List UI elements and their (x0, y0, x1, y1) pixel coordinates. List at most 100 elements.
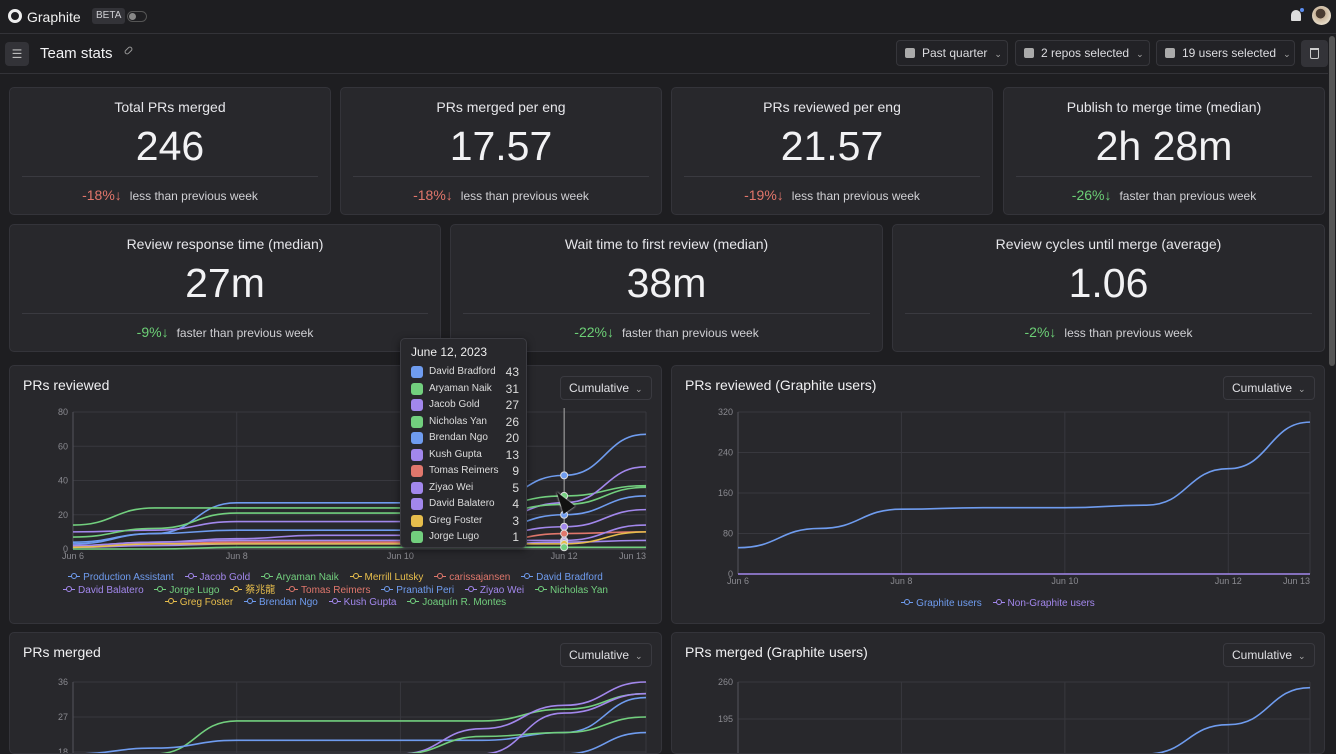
prs-merged-chart[interactable]: 18 27 36 (10, 633, 662, 754)
tooltip-value: 26 (505, 414, 519, 429)
legend-item[interactable]: Aryaman Naik (260, 572, 339, 585)
y-tick-label: 40 (58, 476, 68, 486)
tooltip-value: 5 (512, 480, 519, 495)
tooltip-value: 20 (505, 431, 519, 445)
cumulative-select[interactable]: Cumulative ⌄ (1223, 376, 1315, 400)
tooltip-row: Jorge Lugo 1 (411, 529, 519, 545)
legend-marker-icon (434, 573, 447, 580)
legend-label: Ziyao Wei (479, 584, 525, 596)
repo-icon (1024, 48, 1034, 58)
repos-select[interactable]: 2 repos selected ⌄ (1015, 40, 1150, 66)
delete-button[interactable] (1301, 40, 1328, 67)
x-tick-label: Jun 8 (890, 576, 912, 586)
stat-note: faster than previous week (176, 326, 314, 340)
series-line (72, 531, 647, 549)
series-line (72, 484, 647, 526)
color-swatch (411, 382, 423, 395)
beta-toggle[interactable] (127, 11, 147, 22)
legend-item[interactable]: Joaquín R. Montes (407, 597, 506, 610)
series-line (484, 692, 647, 753)
tooltip-value: 27 (505, 398, 519, 412)
bell-icon[interactable] (1291, 8, 1304, 21)
link-icon[interactable] (123, 45, 134, 56)
legend-item[interactable]: Kush Gupta (328, 597, 396, 610)
prs-reviewed-graphite-chart[interactable]: 0 80 160 240 320 Jun 6 Jun 8 Jun 10 Jun 12 Jun 13 (672, 366, 1325, 624)
x-tick-label: Jun 10 (1051, 576, 1078, 586)
users-label: 19 users selected (1182, 46, 1277, 60)
legend-marker-icon (534, 585, 547, 593)
legend-label: Jorge Lugo (169, 584, 220, 596)
menu-button[interactable]: ☰ (5, 42, 29, 66)
x-tick-label: Jun 8 (226, 551, 248, 561)
hover-point (560, 543, 569, 552)
legend-item[interactable]: Graphite users (901, 598, 982, 611)
notification-dot (1300, 8, 1304, 12)
legend-label: Graphite users (916, 598, 982, 609)
y-tick-label: 0 (728, 569, 733, 579)
legend-item[interactable]: 蔡兆龍 (230, 585, 275, 598)
mode-label: Cumulative (1232, 381, 1293, 395)
graphite-logo-icon (8, 9, 22, 23)
tooltip-name: Brendan Ngo (429, 432, 488, 443)
tooltip-name: Tomas Reimers (429, 465, 499, 476)
scrollbar-thumb[interactable] (1329, 36, 1335, 366)
legend-marker-icon (328, 598, 341, 605)
divider (353, 176, 649, 177)
stat-card: Review cycles until merge (average) 1.06… (892, 224, 1325, 352)
legend-label: Production Assistant (83, 572, 174, 583)
legend-label: Joaquín R. Montes (422, 597, 507, 608)
legend-marker-icon (901, 599, 914, 606)
prs-merged-graphite-chart[interactable]: 195 260 (672, 633, 1325, 754)
chevron-down-icon: ⌄ (635, 384, 643, 394)
legend-item[interactable]: Tomas Reimers (286, 585, 371, 598)
legend-item[interactable]: David Bradford (521, 572, 603, 585)
legend-item[interactable]: Non-Graphite users (992, 598, 1095, 611)
legend-item[interactable]: Jorge Lugo (154, 585, 219, 598)
cumulative-select[interactable]: Cumulative ⌄ (560, 643, 652, 667)
series-line (1149, 686, 1311, 753)
legend-label: Non-Graphite users (1007, 598, 1095, 609)
chart-title: PRs reviewed (23, 377, 110, 393)
stat-delta: -26%↓ (1071, 187, 1112, 203)
legend-item[interactable]: Production Assistant (68, 572, 174, 585)
date-range-select[interactable]: Past quarter ⌄ (896, 40, 1008, 66)
scrollbar[interactable] (1328, 34, 1336, 754)
series-line (73, 546, 646, 550)
y-tick-label: 195 (718, 714, 733, 724)
color-swatch (411, 514, 423, 527)
y-tick-label: 260 (718, 677, 733, 687)
legend-item[interactable]: Greg Foster (164, 597, 233, 610)
legend-marker-icon (68, 573, 81, 580)
tooltip-row: Ziyao Wei 5 (411, 480, 519, 496)
series-line (405, 716, 647, 753)
stat-delta: -18%↓ (413, 187, 453, 203)
legend-item[interactable]: Jacob Gold (184, 572, 250, 585)
color-swatch (411, 448, 423, 461)
legend-item[interactable]: Nicholas Yan (534, 584, 608, 598)
hover-point (560, 522, 569, 531)
stat-card: Total PRs merged 246 -18%↓ less than prev… (9, 87, 331, 215)
avatar[interactable] (1312, 6, 1331, 25)
stat-value: 1.06 (1068, 260, 1149, 306)
color-swatch (411, 481, 423, 494)
y-tick-label: 0 (63, 544, 68, 554)
legend-item[interactable]: Merrill Lutsky (349, 572, 423, 585)
legend-marker-icon (464, 585, 477, 593)
series-line (157, 692, 647, 753)
legend-item[interactable]: Ziyao Wei (464, 584, 525, 598)
cumulative-select[interactable]: Cumulative ⌄ (560, 376, 652, 400)
tooltip-value: 1 (512, 530, 519, 544)
legend-item[interactable]: carissajansen (434, 572, 510, 585)
users-select[interactable]: 19 users selected ⌄ (1156, 40, 1295, 66)
chevron-down-icon: ⌄ (1136, 49, 1144, 59)
legend-item[interactable]: Brendan Ngo (243, 597, 318, 610)
legend-item[interactable]: David Balatero (63, 585, 144, 598)
cumulative-select[interactable]: Cumulative ⌄ (1223, 643, 1315, 667)
x-tick-label: Jun 13 (619, 551, 646, 561)
legend-item[interactable]: Pranathi Peri (381, 585, 454, 598)
legend-marker-icon (164, 598, 177, 605)
stat-card: PRs merged per eng 17.57 -18%↓ less than … (340, 87, 662, 215)
legend-label: Nicholas Yan (549, 584, 608, 596)
prs-reviewed-chart[interactable]: 0 20 40 60 80 Jun 6 Jun 8 Jun 10 Jun 12 Jun 13 (10, 366, 662, 624)
stat-delta: -9%↓ (136, 324, 169, 340)
